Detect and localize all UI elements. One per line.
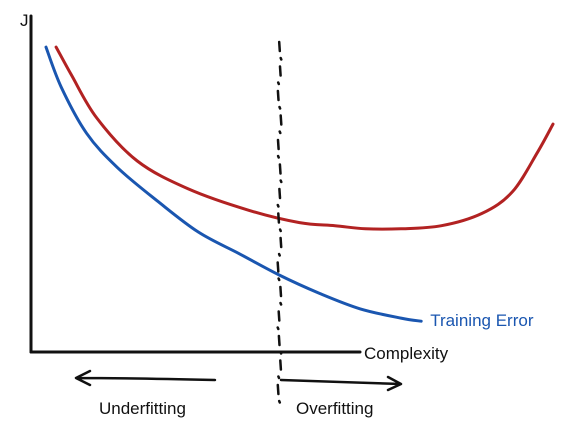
test-error-line — [54, 45, 555, 231]
overfitting-label: Overfitting — [296, 399, 373, 418]
divider-dash — [276, 203, 280, 208]
divider-dash — [277, 252, 281, 257]
divider-dash — [277, 334, 281, 347]
underfitting-arrow — [74, 369, 217, 387]
training-error-line — [44, 45, 423, 323]
divider-dash — [276, 261, 280, 273]
divider-dash — [277, 277, 281, 282]
divider-dash — [279, 350, 283, 355]
divider-dash — [277, 375, 281, 380]
divider-dash — [276, 383, 280, 396]
divider-dash — [277, 40, 282, 53]
divider-dash — [276, 138, 280, 151]
y-axis-label: J — [20, 11, 29, 30]
divider-dash — [278, 105, 282, 110]
overfitting-arrow — [279, 375, 403, 392]
divider-dash — [278, 130, 282, 135]
divider-layer — [276, 40, 283, 404]
series-layer: Training Error — [44, 45, 555, 330]
divider-dash — [277, 212, 281, 224]
divider-dash — [279, 56, 283, 61]
divider-dash — [277, 399, 282, 404]
divider-dash — [276, 326, 280, 331]
training-error-legend-label: Training Error — [430, 311, 534, 330]
divider-dash — [277, 310, 281, 322]
divider-dash — [278, 228, 282, 233]
divider-dash — [278, 163, 282, 175]
underfitting-label: Underfitting — [99, 399, 186, 418]
divider-dash — [279, 236, 283, 249]
divider-dash — [276, 89, 280, 102]
divider-dash — [279, 179, 283, 184]
divider-dash — [276, 81, 281, 86]
divider-dash — [279, 114, 283, 126]
divider-dash — [279, 301, 283, 306]
x-axis-label: Complexity — [364, 344, 449, 363]
divider-dash — [276, 154, 280, 159]
divider-dash — [278, 65, 282, 77]
divider-dash — [279, 285, 283, 298]
divider-dash — [279, 359, 283, 371]
divider-dash — [278, 187, 282, 200]
